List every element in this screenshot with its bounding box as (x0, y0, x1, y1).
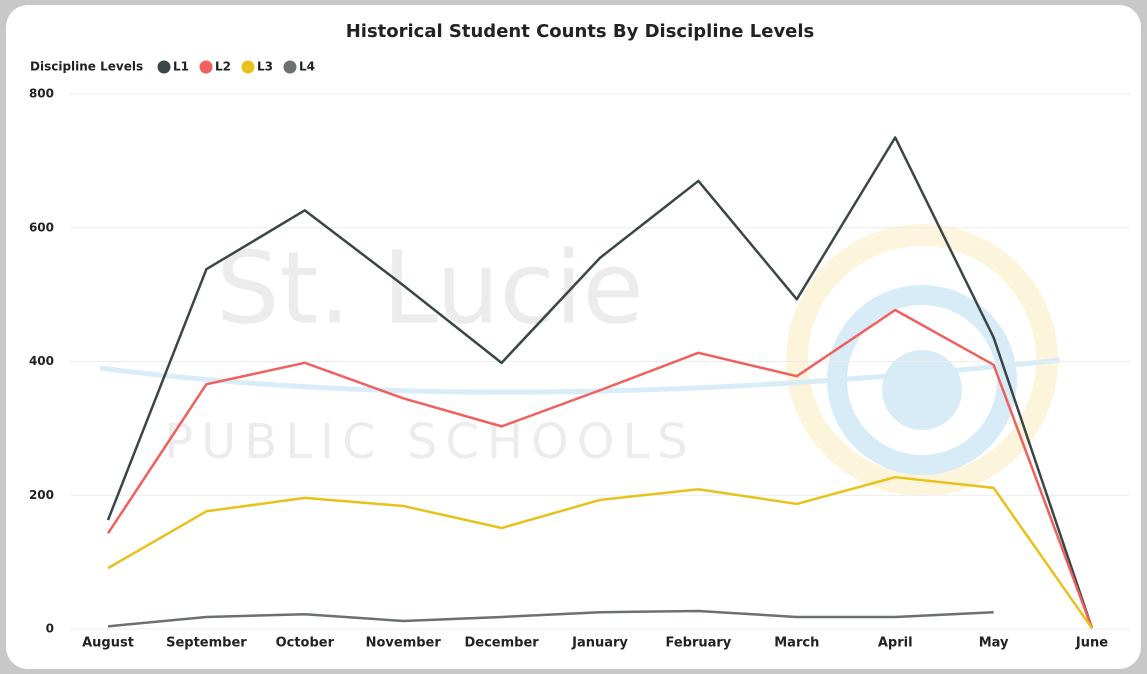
y-tick-label: 600 (29, 220, 54, 234)
x-tick-label: December (464, 636, 539, 651)
legend-label: L4 (299, 60, 315, 74)
series-line (106, 136, 1094, 629)
x-tick-label: September (166, 636, 247, 651)
watermark-text: St. Lucie (216, 229, 644, 346)
legend-label: L1 (173, 60, 189, 74)
watermark-text: PUBLIC SCHOOLS (164, 414, 696, 470)
legend-title: Discipline Levels (30, 60, 143, 74)
legend-swatch (241, 60, 255, 74)
legend-swatch (199, 60, 213, 74)
y-tick-label: 800 (29, 87, 54, 101)
chart-title: Historical Student Counts By Discipline … (346, 21, 815, 42)
legend-swatch (283, 60, 297, 74)
x-tick-label: August (82, 636, 134, 651)
x-tick-label: February (665, 636, 731, 651)
x-tick-label: April (878, 636, 913, 651)
series-line (107, 609, 994, 628)
y-tick-label: 200 (29, 488, 54, 502)
x-tick-label: June (1075, 636, 1108, 651)
panel (6, 5, 1141, 669)
y-tick-label: 0 (46, 622, 54, 636)
x-tick-label: November (366, 636, 442, 651)
x-tick-label: October (276, 636, 335, 651)
x-tick-label: January (571, 636, 628, 651)
legend-label: L3 (257, 60, 273, 74)
x-tick-label: March (774, 636, 819, 651)
legend-label: L2 (215, 60, 231, 74)
legend-swatch (157, 60, 171, 74)
series-line (106, 308, 1094, 629)
x-tick-label: May (979, 636, 1009, 651)
y-tick-label: 400 (29, 354, 54, 368)
series-line (107, 475, 1094, 630)
